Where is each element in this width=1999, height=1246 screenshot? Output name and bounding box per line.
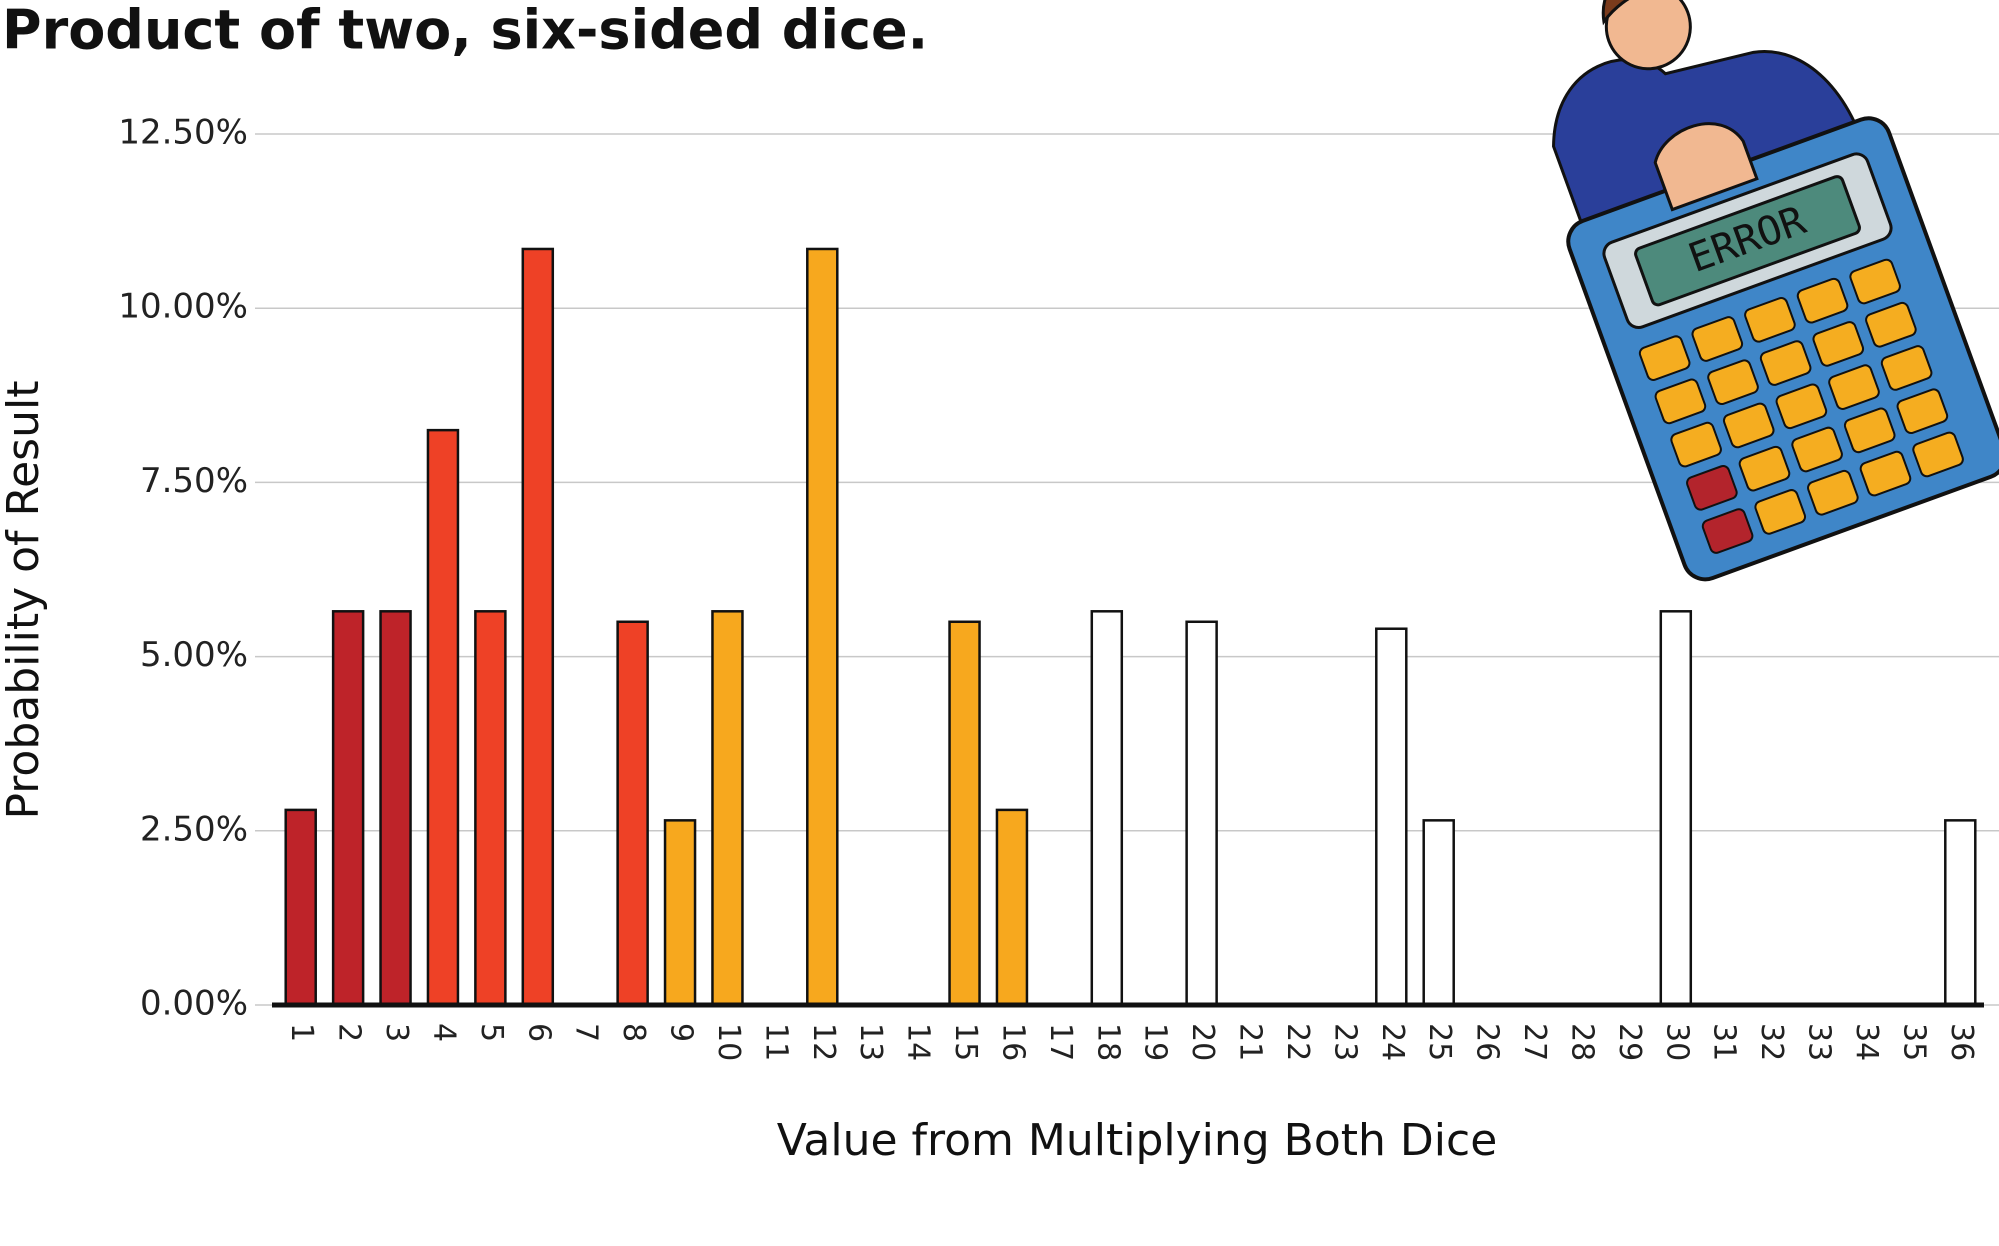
x-tick-label: 35 [1896, 1023, 1931, 1061]
x-tick-label: 4 [426, 1023, 461, 1042]
x-tick-label: 25 [1422, 1023, 1457, 1061]
key [1843, 407, 1896, 454]
key [1796, 277, 1849, 324]
x-tick-label: 8 [616, 1023, 651, 1042]
key [1691, 316, 1744, 362]
y-tick-label: 7.50% [140, 461, 248, 501]
x-tick-label: 23 [1327, 1023, 1362, 1061]
x-tick-label: 10 [711, 1023, 746, 1061]
key [1859, 450, 1912, 497]
bar [1422, 819, 1455, 1007]
x-tick-label: 31 [1707, 1023, 1742, 1061]
key [1722, 402, 1775, 449]
x-tick-label: 32 [1754, 1023, 1789, 1061]
x-tick-label: 22 [1280, 1023, 1315, 1061]
key [1654, 378, 1707, 425]
x-tick-label: 30 [1659, 1023, 1694, 1061]
key [1754, 489, 1807, 535]
plot-area: 0.00%2.50%5.00%7.50%10.00%12.50%1 2 3 4 5 6 7 8… [118, 113, 1999, 1061]
x-tick-label: 1 [284, 1023, 319, 1042]
bar [379, 610, 412, 1007]
key [1828, 364, 1880, 410]
x-tick-label: 27 [1517, 1023, 1552, 1061]
bar [616, 620, 649, 1007]
key [1775, 383, 1828, 430]
key [1807, 469, 1859, 516]
x-tick-label: 34 [1849, 1023, 1884, 1061]
x-tick-label: 3 [379, 1023, 414, 1042]
key [1812, 321, 1865, 367]
x-tick-label: 29 [1612, 1023, 1647, 1061]
key [1912, 431, 1964, 478]
bar [948, 620, 981, 1007]
bar [663, 819, 697, 1007]
x-axis-title: Value from Multiplying Both Dice [777, 1115, 1498, 1166]
x-tick-label: 17 [1043, 1023, 1078, 1061]
x-tick-label: 13 [853, 1023, 888, 1061]
key [1707, 359, 1759, 406]
x-tick-label: 33 [1802, 1023, 1837, 1061]
display [1634, 175, 1861, 307]
man-hand [1653, 122, 1759, 212]
x-tick-label: 6 [521, 1023, 556, 1042]
key [1759, 340, 1812, 386]
x-tick-label: 28 [1564, 1023, 1599, 1061]
y-tick-label: 2.50% [140, 809, 248, 849]
bar [426, 428, 460, 1007]
y-tick-label: 12.50% [118, 113, 248, 153]
key [1638, 335, 1691, 381]
x-tick-label: 12 [806, 1023, 841, 1061]
bar [521, 247, 555, 1007]
y-axis-title: Probability of Result [0, 381, 49, 820]
bar [1090, 610, 1124, 1007]
x-tick-label: 5 [474, 1023, 509, 1042]
chart-title: Product of two, six-sided dice. [2, 0, 928, 62]
key [1701, 508, 1754, 554]
y-tick-label: 0.00% [140, 984, 248, 1024]
keypad [1638, 258, 1964, 554]
man-head [1604, 0, 1692, 71]
y-tick-label: 5.00% [140, 635, 248, 675]
bar [711, 610, 744, 1007]
bar [995, 808, 1029, 1007]
bar [806, 247, 839, 1007]
bar [474, 610, 507, 1007]
x-tick-label: 20 [1185, 1023, 1220, 1061]
key [1849, 258, 1901, 305]
key [1896, 388, 1949, 435]
bar [1659, 610, 1693, 1007]
x-tick-label: 24 [1375, 1023, 1410, 1061]
key [1744, 297, 1796, 343]
x-tick-label: 2 [332, 1023, 367, 1042]
x-tick-label: 26 [1470, 1023, 1505, 1061]
key [1865, 301, 1917, 348]
bar [1375, 627, 1408, 1007]
x-tick-label: 16 [995, 1023, 1030, 1061]
x-tick-label: 11 [758, 1023, 793, 1061]
key [1880, 345, 1933, 391]
x-tick-label: 7 [569, 1023, 604, 1042]
illustration: ERROR [1552, 0, 1999, 582]
bar [331, 610, 365, 1007]
x-tick-label: 19 [1138, 1023, 1173, 1061]
x-tick-label: 15 [948, 1023, 983, 1061]
x-tick-label: 14 [901, 1023, 936, 1061]
bar [284, 808, 317, 1007]
bar [1944, 819, 1977, 1007]
key [1686, 465, 1738, 511]
y-tick-label: 10.00% [118, 287, 248, 327]
key [1791, 426, 1843, 473]
x-tick-label: 9 [664, 1023, 699, 1042]
bar [1185, 620, 1218, 1007]
key [1670, 421, 1722, 468]
x-tick-label: 36 [1944, 1023, 1979, 1061]
key [1738, 445, 1791, 492]
x-tick-label: 18 [1090, 1023, 1125, 1061]
x-tick-label: 21 [1233, 1023, 1268, 1061]
